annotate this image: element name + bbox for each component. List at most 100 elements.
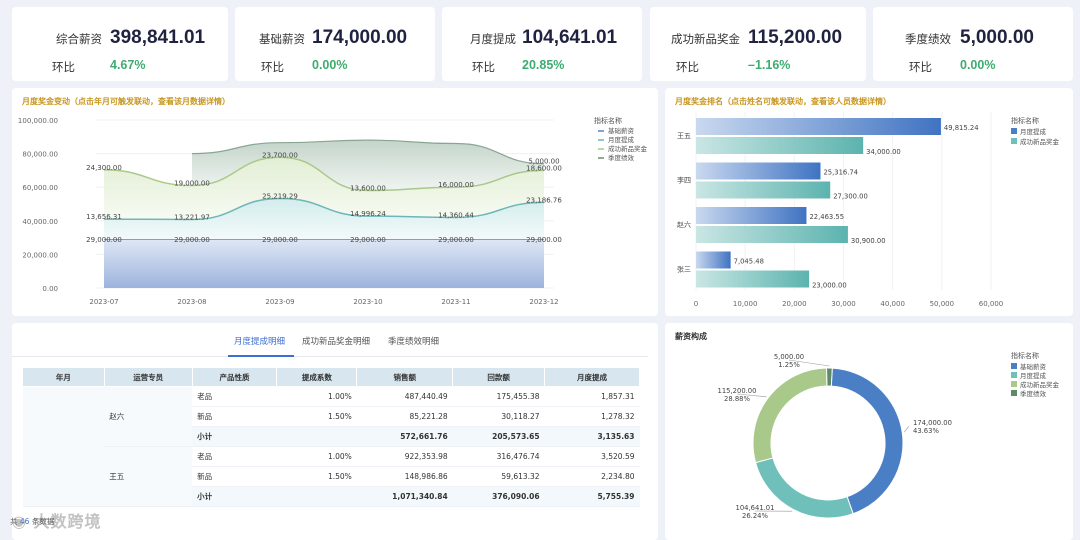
y-tick-label: 0.00	[42, 285, 58, 293]
data-label: 24,300.00	[86, 164, 122, 172]
x-tick-label: 2023-12	[529, 298, 558, 306]
table-row[interactable]: 新品 1.50% 148,986.86 59,613.32 2,234.80	[23, 466, 640, 487]
bar-monthly-commission	[696, 207, 807, 224]
product-type-cell: 老品	[192, 446, 277, 467]
commission-cell: 3,520.59	[544, 446, 640, 467]
bonus-ranking-bar-chart[interactable]: 0 10,000 20,000 30,000 40,000 50,000 60,000 王五 4…	[665, 88, 1073, 316]
data-label: 13,600.00	[350, 185, 386, 193]
column-header[interactable]: 回款额	[452, 367, 546, 387]
kpi-ratio-label: 环比	[472, 60, 495, 74]
sales-cell: 1,071,340.84	[356, 486, 453, 507]
commission-detail-table: 年月 运营专员 产品性质 提成系数 销售额 回款额 月度提成 赵六 老品 1.0…	[22, 367, 640, 507]
commission-rate-cell	[276, 426, 357, 447]
total-suffix: 条数据	[31, 517, 55, 526]
column-header[interactable]: 年月	[22, 367, 105, 387]
bar-value-label: 34,000.00	[866, 148, 901, 156]
total-count-value: 46	[19, 517, 30, 526]
data-label: 18,600.00	[526, 164, 562, 172]
x-tick-label: 0	[694, 300, 698, 308]
monthly-bonus-area-chart[interactable]: 100,000.00 80,000.00 60,000.00 40,000.00 20,…	[12, 88, 658, 316]
bar-monthly-commission	[696, 162, 821, 180]
slice-percent-label: 1.25%	[778, 361, 800, 369]
total-count: 共 46 条数据	[10, 516, 54, 527]
commission-cell: 1,857.31	[544, 386, 640, 407]
slice-value-label: 104,641.01	[736, 504, 775, 512]
kpi-ratio-label: 环比	[261, 60, 284, 74]
bar-new-product-bonus	[696, 137, 864, 154]
x-tick-label: 2023-11	[441, 298, 470, 306]
tab-quarterly-performance-detail[interactable]: 季度绩效明细	[388, 337, 440, 347]
subtotal-row[interactable]: 小计 572,661.76 205,573.65 3,135.63	[23, 426, 640, 447]
kpi-ratio-label: 环比	[52, 60, 75, 74]
data-label: 29,000.00	[86, 236, 122, 244]
kpi-label: 基础薪资	[259, 32, 305, 46]
y-tick-label: 20,000.00	[22, 251, 58, 259]
slice-percent-label: 43.63%	[913, 427, 939, 435]
data-label: 23,186.76	[526, 196, 562, 204]
commission-rate-cell	[276, 486, 357, 507]
bar-value-label: 23,000.00	[812, 282, 847, 290]
legend-item: 基础薪资	[1020, 362, 1047, 371]
legend-swatch	[1011, 128, 1017, 134]
detail-tabs: 月度提成明细 成功新品奖金明细 季度绩效明细	[12, 331, 648, 357]
product-type-cell: 新品	[192, 466, 277, 487]
subtotal-label: 小计	[192, 426, 277, 447]
legend-item: 季度绩效	[1020, 389, 1047, 398]
x-tick-label: 50,000	[930, 300, 955, 308]
data-label: 29,000.00	[174, 236, 210, 244]
commission-rate-cell: 1.00%	[276, 386, 357, 407]
salary-composition-donut-chart[interactable]: 5,000.001.25%174,000.0043.63%104,641.012…	[665, 323, 1073, 540]
x-tick-label: 60,000	[979, 300, 1004, 308]
bar-new-product-bonus	[696, 226, 848, 243]
slice-value-label: 5,000.00	[774, 353, 804, 361]
legend-swatch	[1011, 390, 1017, 396]
column-header[interactable]: 提成系数	[276, 367, 358, 387]
product-type-cell: 新品	[192, 406, 277, 427]
x-tick-label: 10,000	[733, 300, 758, 308]
donut-slice-new-product-bonus	[752, 367, 828, 464]
kpi-card-base-salary: 基础薪资 174,000.00 环比 0.00%	[235, 7, 435, 81]
watermark-text: 大数跨境	[33, 512, 102, 531]
data-label: 29,000.00	[262, 236, 298, 244]
data-label: 23,700.00	[262, 151, 298, 159]
tab-new-product-bonus-detail[interactable]: 成功新品奖金明细	[302, 337, 371, 347]
commission-rate-cell: 1.50%	[276, 406, 357, 427]
collection-cell: 376,090.06	[452, 486, 545, 507]
collection-cell: 205,573.65	[452, 426, 545, 447]
collection-cell: 175,455.38	[452, 386, 545, 407]
subtotal-row[interactable]: 小计 1,071,340.84 376,090.06 5,755.39	[23, 486, 640, 507]
kpi-value: 174,000.00	[312, 27, 408, 48]
kpi-ratio-label: 环比	[909, 60, 932, 74]
y-tick-label: 80,000.00	[22, 151, 58, 159]
data-label: 13,221.97	[174, 213, 210, 221]
legend-item: 成功新品奖金	[1020, 137, 1060, 146]
kpi-label: 季度绩效	[905, 32, 951, 46]
column-header[interactable]: 销售额	[356, 367, 454, 387]
collection-cell: 59,613.32	[452, 466, 545, 487]
table-row[interactable]: 新品 1.50% 85,221.28 30,118.27 1,278.32	[23, 406, 640, 427]
legend-item: 基础薪资	[608, 126, 635, 135]
table-row[interactable]: 王五 老品 1.00% 922,353.98 316,476.74 3,520.…	[23, 446, 640, 507]
product-type-cell: 老品	[192, 386, 277, 407]
legend-title: 指标名称	[1011, 116, 1039, 125]
table-header-row: 年月 运营专员 产品性质 提成系数 销售额 回款额 月度提成	[22, 367, 640, 387]
legend-item: 成功新品奖金	[608, 144, 648, 153]
kpi-value: 104,641.01	[522, 27, 618, 48]
data-label: 29,000.00	[438, 236, 474, 244]
y-tick-label: 100,000.00	[18, 117, 58, 125]
series-area-monthly-commission	[104, 198, 544, 240]
tab-monthly-commission-detail[interactable]: 月度提成明细	[234, 337, 286, 347]
column-header[interactable]: 产品性质	[191, 367, 278, 387]
sales-cell: 487,440.49	[356, 386, 453, 407]
kpi-label: 成功新品奖金	[671, 32, 740, 46]
column-header[interactable]: 月度提成	[544, 367, 640, 387]
data-label: 25,219.29	[262, 192, 298, 200]
kpi-label: 综合薪资	[56, 32, 102, 46]
table-row[interactable]: 赵六 老品 1.00% 487,440.49 175,455.38 1,857.…	[22, 386, 640, 507]
collection-cell: 30,118.27	[452, 406, 545, 427]
salary-composition-panel: 薪资构成 5,000.00 1.25% 174,000.00 43.63% 104,64…	[665, 323, 1073, 540]
x-tick-label: 2023-10	[353, 298, 382, 306]
column-header[interactable]: 运营专员	[103, 367, 193, 387]
data-label: 13,656.31	[86, 213, 122, 221]
data-label: 29,000.00	[526, 236, 562, 244]
